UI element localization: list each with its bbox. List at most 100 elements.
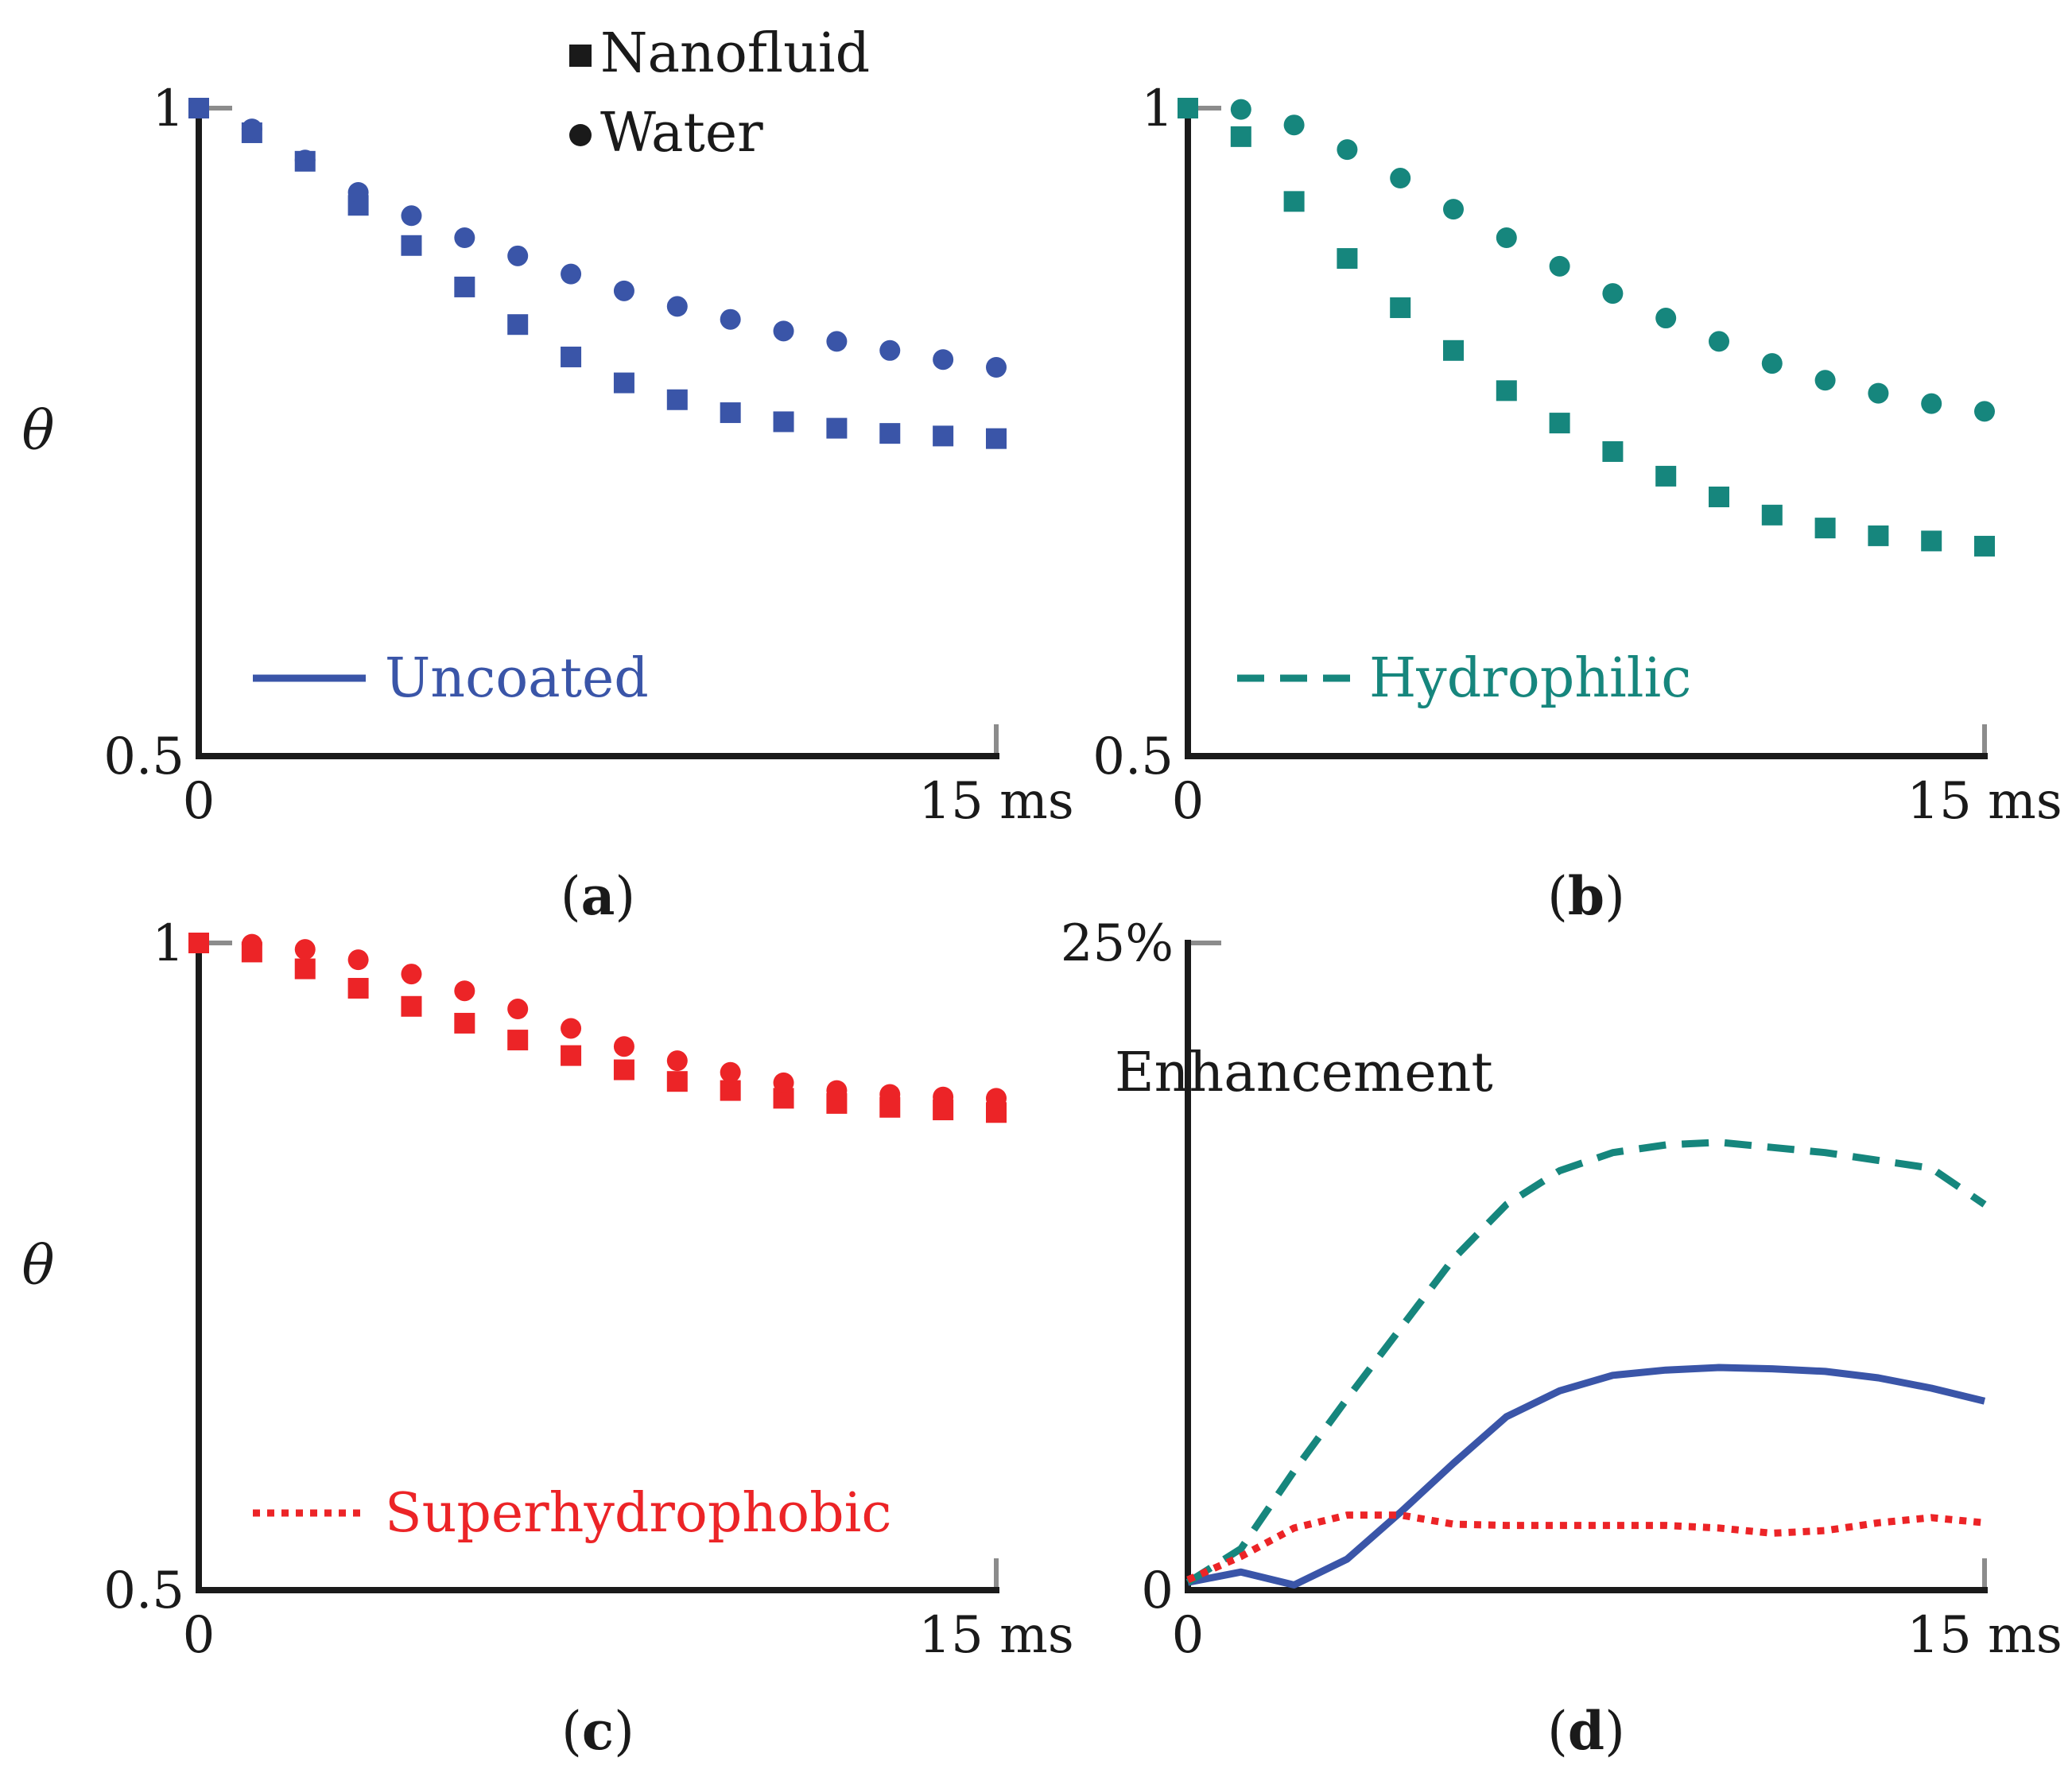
point-nanofluid-c-3: [347, 977, 369, 999]
legend-water-label: Water: [600, 102, 763, 165]
point-water-b-6: [1496, 227, 1517, 248]
point-water-c-5: [454, 980, 475, 1002]
point-nanofluid-c-10: [720, 1080, 741, 1101]
point-water-c-7: [561, 1018, 582, 1039]
point-nanofluid-a-5: [454, 276, 475, 297]
point-water-b-2: [1283, 114, 1305, 136]
panel-label-a: (a): [561, 865, 635, 927]
point-water-c-3: [347, 949, 369, 971]
x-tick-label-end-b: 15 ms: [1907, 772, 2062, 831]
y-tick-label-bottom-c: 0.5: [103, 1562, 184, 1620]
point-water-a-2: [294, 149, 316, 171]
point-water-b-0: [1178, 98, 1198, 118]
point-nanofluid-b-7: [1549, 413, 1570, 434]
point-nanofluid-c-4: [401, 995, 422, 1017]
point-water-a-10: [720, 308, 741, 330]
legend-label-a: Uncoated: [385, 647, 649, 710]
point-water-a-0: [188, 98, 209, 118]
point-water-a-6: [507, 245, 529, 266]
x-tick-label-end-d: 15 ms: [1907, 1606, 2062, 1665]
legend-label-c: Superhydrophobic: [385, 1482, 891, 1545]
point-nanofluid-a-7: [561, 346, 582, 367]
y-tick-label-top-c: 1: [152, 914, 184, 973]
point-water-b-1: [1230, 99, 1251, 120]
point-water-b-7: [1549, 255, 1570, 277]
point-nanofluid-a-6: [507, 314, 529, 336]
y-tick-label-top-a: 1: [152, 80, 184, 138]
panel-a: 0 15 ms 0.5 1 (a) θ Uncoated: [22, 80, 1074, 927]
panel-label-b: (b): [1547, 865, 1625, 927]
point-water-a-9: [666, 296, 688, 317]
point-water-c-9: [666, 1050, 688, 1072]
panel-b: 0 15 ms 0.5 1 (b) Hydrophilic: [1092, 80, 2062, 927]
point-nanofluid-b-11: [1761, 504, 1783, 526]
point-nanofluid-b-8: [1602, 440, 1624, 462]
x-tick-label-start-a: 0: [183, 772, 215, 831]
y-tick-label-bottom-d: 0: [1141, 1562, 1174, 1620]
point-nanofluid-a-8: [613, 372, 634, 394]
point-water-c-13: [879, 1084, 901, 1105]
point-water-b-9: [1655, 308, 1677, 329]
y-tick-label-bottom-b: 0.5: [1092, 727, 1174, 786]
point-water-c-1: [241, 933, 262, 955]
point-nanofluid-c-7: [561, 1045, 582, 1066]
point-nanofluid-a-15: [986, 428, 1007, 449]
y-tick-label-top-b: 1: [1141, 80, 1174, 138]
point-water-a-3: [347, 181, 369, 203]
y-tick-label-bottom-a: 0.5: [103, 727, 184, 786]
point-water-c-14: [933, 1086, 954, 1108]
point-water-a-13: [879, 339, 901, 361]
point-water-b-3: [1337, 139, 1358, 161]
point-nanofluid-b-14: [1921, 530, 1942, 552]
point-nanofluid-c-5: [454, 1012, 475, 1034]
point-nanofluid-a-12: [826, 417, 848, 439]
point-nanofluid-c-8: [613, 1059, 634, 1080]
point-water-a-4: [401, 205, 422, 227]
x-tick-label-end-c: 15 ms: [918, 1606, 1073, 1665]
point-water-b-11: [1761, 353, 1783, 374]
point-water-a-7: [561, 263, 582, 285]
point-water-c-12: [826, 1080, 848, 1101]
panel-label-d: (d): [1547, 1700, 1625, 1762]
point-nanofluid-a-9: [666, 389, 688, 410]
point-water-b-15: [1974, 401, 1995, 422]
point-water-a-14: [933, 349, 954, 371]
x-tick-label-start-d: 0: [1172, 1606, 1205, 1665]
point-nanofluid-b-13: [1868, 525, 1889, 546]
x-tick-label-start-c: 0: [183, 1606, 215, 1665]
point-nanofluid-b-2: [1283, 191, 1305, 212]
point-water-c-15: [986, 1088, 1007, 1109]
x-tick-label-start-b: 0: [1172, 772, 1205, 831]
point-water-b-8: [1602, 283, 1624, 305]
point-water-c-4: [401, 964, 422, 985]
point-water-a-5: [454, 227, 475, 248]
series-line-hydrophilic: [1185, 1139, 1987, 1586]
point-nanofluid-a-14: [933, 425, 954, 447]
point-water-a-8: [613, 280, 634, 301]
point-nanofluid-a-10: [720, 402, 741, 424]
point-water-c-0: [188, 933, 209, 953]
point-nanofluid-b-1: [1230, 126, 1251, 147]
point-water-b-14: [1921, 393, 1942, 414]
point-nanofluid-b-10: [1709, 487, 1729, 507]
point-water-b-10: [1709, 331, 1729, 352]
point-nanofluid-c-6: [507, 1030, 529, 1051]
point-water-a-1: [241, 118, 262, 140]
panel-d: 0 15 ms 0 25% (d) Enhancement: [1061, 914, 2062, 1762]
point-nanofluid-c-2: [294, 958, 316, 980]
point-nanofluid-a-13: [879, 423, 901, 444]
point-nanofluid-b-15: [1974, 535, 1995, 557]
y-axis-label-a: θ: [22, 400, 55, 463]
point-nanofluid-a-4: [401, 235, 422, 256]
point-water-c-2: [294, 939, 316, 960]
legend-label-b: Hydrophilic: [1369, 647, 1691, 710]
point-water-c-11: [773, 1072, 794, 1093]
x-tick-label-end-a: 15 ms: [918, 772, 1073, 831]
panel-c: 0 15 ms 0.5 1 (c) θ Superhydrophobic: [22, 914, 1074, 1762]
point-water-b-5: [1443, 199, 1464, 220]
point-nanofluid-b-6: [1496, 380, 1517, 402]
point-nanofluid-b-9: [1655, 465, 1677, 487]
point-nanofluid-b-5: [1443, 339, 1464, 361]
y-axis-label-c: θ: [22, 1235, 55, 1298]
